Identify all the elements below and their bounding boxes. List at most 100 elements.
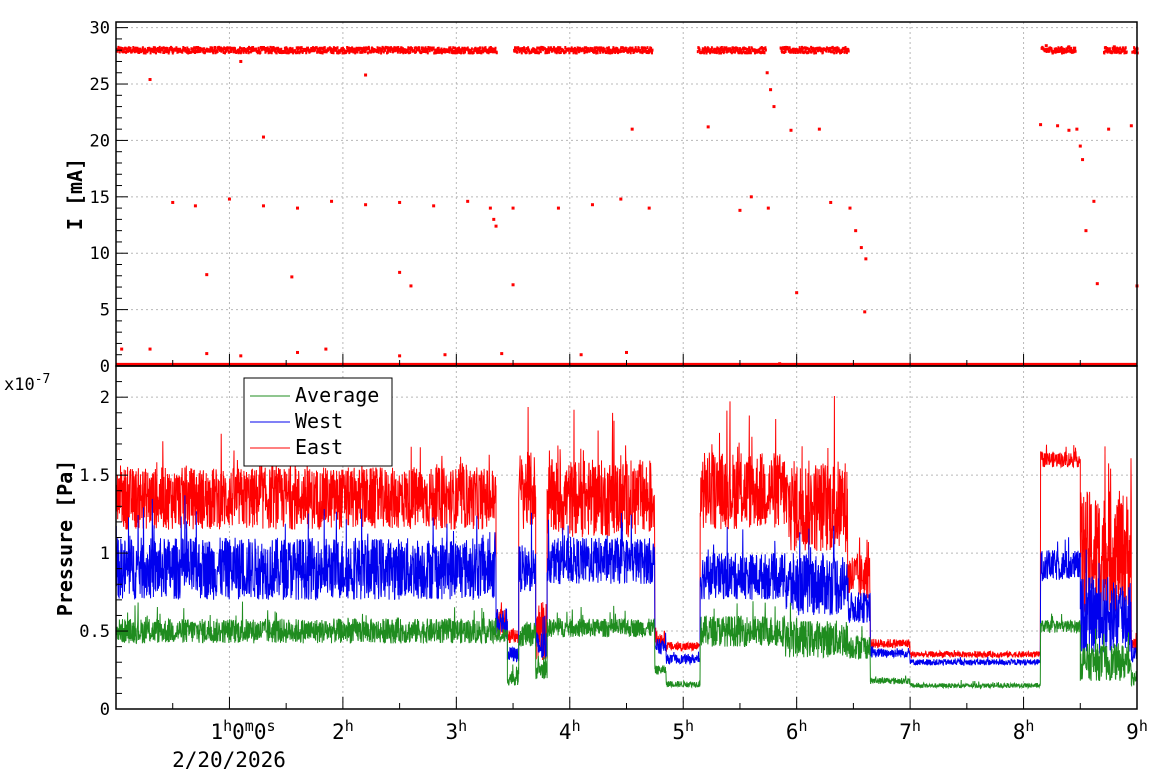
current-point [795,291,799,295]
current-point [778,362,782,366]
current-point [511,206,515,210]
current-point [500,352,504,356]
current-point [1095,282,1099,286]
pressure-y-tick-label: 1 [100,544,110,564]
x-tick-label: 6h [786,717,808,744]
current-point [324,347,328,351]
current-point [848,206,852,210]
current-point [1084,229,1088,233]
pressure-exponent: x10-7 [4,372,50,395]
current-point [579,353,583,357]
current-point [1081,158,1085,162]
pressure-y-tick-label: 0.5 [79,622,110,642]
current-point [706,125,710,129]
current-point [409,284,413,288]
current-point [765,71,769,75]
current-point [261,135,265,139]
current-point [783,47,787,51]
current-point [859,246,863,250]
current-point [171,200,175,204]
current-y-ticks: 0 5 10 15 20 25 30 [90,19,1138,377]
current-point [766,206,770,210]
pressure-y-tick-label: 0 [100,700,110,720]
current-point [854,229,858,233]
current-point [443,353,447,357]
current-point [1092,199,1096,203]
current-point [738,208,742,212]
current-plateau [513,45,654,55]
pressure-y-title: Pressure [Pa] [53,460,77,617]
current-point [1075,127,1079,131]
current-point [1107,127,1111,131]
pressure-y-tick-label: 1.5 [79,466,110,486]
current-point [492,217,496,221]
x-tick-label: 5h [672,717,694,744]
current-plateau [1103,46,1128,55]
current-point [789,128,793,132]
current-point [330,199,334,203]
x-tick-label: 9h [1126,717,1148,744]
current-y-tick-label: 30 [90,19,110,39]
current-point [769,88,773,92]
pressure-y-tick-label: 2 [100,388,110,408]
current-point [556,206,560,210]
current-y-tick-label: 10 [90,244,110,264]
x-axis-labels: 1h0m0s 2h 3h 4h 5h 6h 7h 8h 9h [210,717,1147,744]
current-point [864,257,868,261]
x-tick-label: 2h [332,717,354,744]
current-frame [115,21,1138,367]
current-point [1044,44,1048,48]
pressure-line-west [115,495,1138,667]
legend-label-east: East [295,435,343,459]
current-point [261,204,265,208]
current-point [625,350,628,354]
legend-label-average: Average [295,383,379,407]
current-point [590,203,594,207]
current-point [296,206,300,210]
x-tick-label: 7h [899,717,921,744]
current-point [239,354,243,358]
current-y-tick-label: 25 [90,75,110,95]
current-point [488,206,492,210]
current-point [227,197,231,201]
x-axis-date-label: 2/20/2026 [172,748,286,772]
current-point [364,73,368,77]
current-grid [116,22,1138,367]
current-y-tick-label: 0 [100,357,110,377]
current-point [148,78,152,82]
current-plateau [116,45,498,55]
current-point [205,352,209,356]
current-point [749,195,753,199]
current-point [1078,144,1082,148]
current-point [1039,123,1043,127]
current-point [494,224,498,228]
x-tick-label: 3h [445,717,467,744]
current-point [817,127,821,131]
current-point [772,105,776,109]
current-point [120,347,124,351]
x-tick-label: 4h [559,717,581,744]
current-point [1129,124,1133,128]
current-point [398,354,402,358]
pressure-data [115,395,1138,690]
current-point [148,347,152,351]
current-data [116,44,1139,366]
current-point [290,275,294,279]
current-plateau [696,46,767,55]
current-point [829,200,833,204]
current-point [296,350,300,354]
current-point [511,283,515,287]
current-point [432,204,436,208]
current-point [1067,128,1071,132]
x-tick-label: 1h0m0s [210,717,275,744]
pressure-panel: 0 0.5 1 1.5 2 Pressure [Pa] x10-7 [4,365,1138,720]
current-y-title: I [mA] [63,158,87,230]
current-plateau [1040,45,1077,55]
legend-label-west: West [295,409,343,433]
current-y-tick-label: 15 [90,188,110,208]
current-point [205,273,209,277]
current-point [398,270,402,274]
current-point [364,203,368,207]
